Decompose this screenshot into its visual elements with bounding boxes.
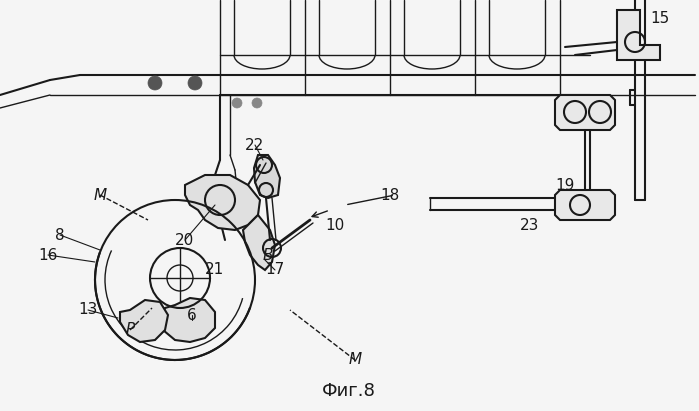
Text: B: B bbox=[263, 247, 273, 263]
Polygon shape bbox=[555, 190, 615, 220]
Polygon shape bbox=[120, 300, 168, 342]
Circle shape bbox=[252, 98, 262, 108]
Text: 19: 19 bbox=[555, 178, 575, 192]
Text: 23: 23 bbox=[520, 217, 540, 233]
Text: 22: 22 bbox=[245, 138, 265, 152]
Polygon shape bbox=[160, 298, 215, 342]
Circle shape bbox=[188, 76, 202, 90]
Polygon shape bbox=[617, 10, 660, 60]
Text: 15: 15 bbox=[650, 11, 670, 25]
Circle shape bbox=[148, 76, 162, 90]
Text: 13: 13 bbox=[78, 302, 98, 318]
Polygon shape bbox=[555, 95, 615, 130]
Text: 18: 18 bbox=[380, 187, 400, 203]
Text: Фиг.8: Фиг.8 bbox=[322, 382, 376, 400]
Text: 20: 20 bbox=[175, 233, 194, 247]
Text: 16: 16 bbox=[38, 247, 58, 263]
Circle shape bbox=[232, 98, 242, 108]
Polygon shape bbox=[185, 175, 260, 230]
Polygon shape bbox=[254, 155, 280, 198]
Text: 21: 21 bbox=[206, 263, 224, 277]
Text: 6: 6 bbox=[187, 307, 197, 323]
Text: M: M bbox=[94, 187, 106, 203]
Text: M: M bbox=[348, 353, 361, 367]
Text: 8: 8 bbox=[55, 228, 65, 242]
Text: 10: 10 bbox=[325, 217, 345, 233]
Text: P: P bbox=[125, 323, 135, 337]
Polygon shape bbox=[243, 215, 275, 270]
Text: 17: 17 bbox=[266, 263, 284, 277]
